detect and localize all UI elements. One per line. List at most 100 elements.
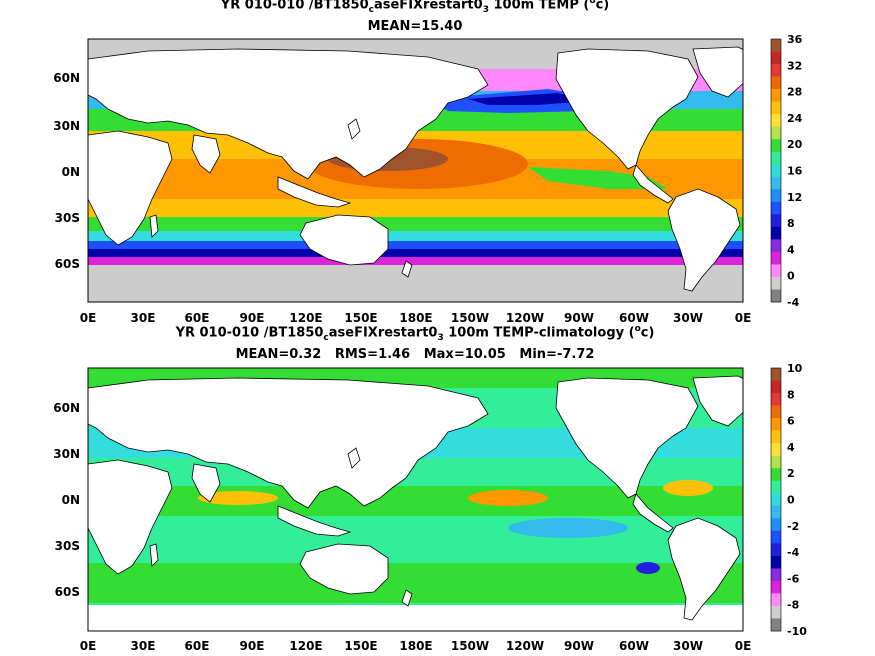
colorbar-swatch: [771, 76, 781, 90]
colorbar-label: 16: [787, 165, 803, 178]
colorbar-label: 8: [787, 217, 795, 230]
lon-tick: 0E: [735, 639, 752, 653]
colorbar-swatch: [771, 593, 781, 607]
colorbar-label: -4: [787, 546, 800, 559]
colorbar-label: 24: [787, 112, 803, 125]
colorbar-swatch: [771, 455, 781, 469]
anomaly-warm-atlantic: [663, 480, 713, 496]
panel2-lat-axis: 60N 30N 0N 30S 60S: [53, 401, 80, 599]
colorbar-swatch: [771, 251, 781, 265]
lon-tick: 150W: [451, 639, 489, 653]
lon-tick: 30W: [673, 311, 703, 325]
panel2-title-part: YR 010-010 /BT1850: [175, 325, 324, 341]
anomaly-warm-east-pacific: [468, 490, 548, 506]
lon-tick: 60W: [619, 639, 649, 653]
colorbar-frame: [770, 38, 782, 303]
colorbar-label: 20: [787, 138, 803, 151]
lat-tick: 0N: [62, 165, 80, 179]
colorbar-label: -4: [787, 296, 800, 309]
panel1-title-part: c): [595, 0, 610, 13]
colorbar-label: 8: [787, 388, 795, 401]
lon-tick: 150E: [344, 639, 377, 653]
colorbar-swatch: [771, 176, 781, 190]
panel2-title-part: c): [640, 325, 655, 341]
colorbar-swatch: [771, 405, 781, 419]
lon-tick: 120W: [506, 311, 544, 325]
anomaly-warm-indian: [198, 491, 278, 505]
panel1-colorbar: 36 32 28 24 20 16 12 8 4 0 -4: [770, 33, 803, 309]
panel2-title-sub: 3: [437, 332, 444, 343]
south-sub-band: [88, 199, 743, 217]
panel1-frame: [87, 38, 744, 303]
colorbar-label: 2: [787, 467, 795, 480]
north-pacific-colder: [468, 93, 588, 105]
colorbar-swatch: [771, 430, 781, 444]
lon-tick: 120W: [506, 639, 544, 653]
anomaly-cool-pacific: [508, 518, 628, 538]
lat-tick: 60S: [55, 585, 80, 599]
colorbar-swatch: [771, 518, 781, 532]
panel2-title-sup: o: [634, 324, 641, 334]
colorbar-label: 36: [787, 33, 803, 46]
colorbar-swatch: [771, 101, 781, 115]
colorbar-swatch: [771, 493, 781, 507]
south-mid-band: [88, 217, 743, 231]
colorbar-swatch: [771, 418, 781, 431]
colorbar-swatch: [771, 468, 781, 482]
lat-tick: 0N: [62, 493, 80, 507]
lon-tick: 30W: [673, 639, 703, 653]
lat-tick: 30S: [55, 211, 80, 225]
colorbar-swatch: [771, 164, 781, 178]
panel1-map: [87, 38, 744, 303]
colorbar-label: 0: [787, 494, 795, 507]
colorbar-label: -10: [787, 625, 807, 638]
colorbar-swatch: [771, 264, 781, 278]
panel1-title-sub: 3: [482, 4, 489, 15]
panel2-title-sub: c: [323, 332, 329, 343]
lon-tick: 0E: [80, 639, 97, 653]
colorbar-swatch: [771, 64, 781, 77]
colorbar-swatch: [771, 505, 781, 519]
colorbar-swatch: [771, 151, 781, 165]
colorbar-label: 12: [787, 191, 802, 204]
lon-tick: 90W: [564, 639, 594, 653]
colorbar-swatch: [771, 555, 781, 569]
panel1-title-part: 100m TEMP (: [488, 0, 590, 13]
colorbar-swatch: [771, 189, 781, 203]
lat-tick: 60N: [53, 71, 80, 85]
colorbar-swatch: [771, 126, 781, 140]
colorbar-label: 10: [787, 362, 803, 375]
south-polar-band: [88, 257, 743, 265]
south-colder-band: [88, 249, 743, 257]
lon-tick: 60W: [619, 311, 649, 325]
colorbar-swatch: [771, 580, 781, 594]
colorbar-swatch: [771, 530, 781, 544]
colorbar-swatch: [771, 226, 781, 240]
lon-tick: 30E: [131, 639, 156, 653]
colorbar-label: 4: [787, 243, 795, 256]
panel1-stats: MEAN=15.40: [367, 19, 463, 34]
colorbar-label: -8: [787, 599, 799, 612]
colorbar-label: 0: [787, 270, 795, 283]
colorbar-swatch: [771, 139, 781, 153]
panel1-title-part: YR 010-010 /BT1850: [220, 0, 369, 13]
lon-tick: 180E: [399, 311, 432, 325]
panel1-lat-axis: 60N 30N 0N 30S 60S: [53, 71, 80, 271]
panel1-lon-axis: 0E 30E 60E 90E 120E 150E 180E 150W 120W …: [80, 311, 752, 325]
colorbar-swatch: [771, 89, 781, 102]
colorbar-swatch: [771, 605, 781, 619]
anomaly-south-band: [88, 563, 743, 603]
anomaly-antarctic: [88, 605, 743, 631]
colorbar-label: 6: [787, 415, 795, 428]
colorbar-swatch: [771, 276, 781, 290]
colorbar-label: 28: [787, 86, 802, 99]
lon-tick: 90E: [240, 639, 265, 653]
lon-tick: 0E: [735, 311, 752, 325]
lon-tick: 0E: [80, 311, 97, 325]
lon-tick: 150W: [451, 311, 489, 325]
lat-tick: 30N: [53, 447, 80, 461]
anomaly-cold-spot: [636, 562, 660, 574]
lat-tick: 30N: [53, 119, 80, 133]
lat-tick: 30S: [55, 539, 80, 553]
panel1-title-sup: o: [589, 0, 596, 6]
